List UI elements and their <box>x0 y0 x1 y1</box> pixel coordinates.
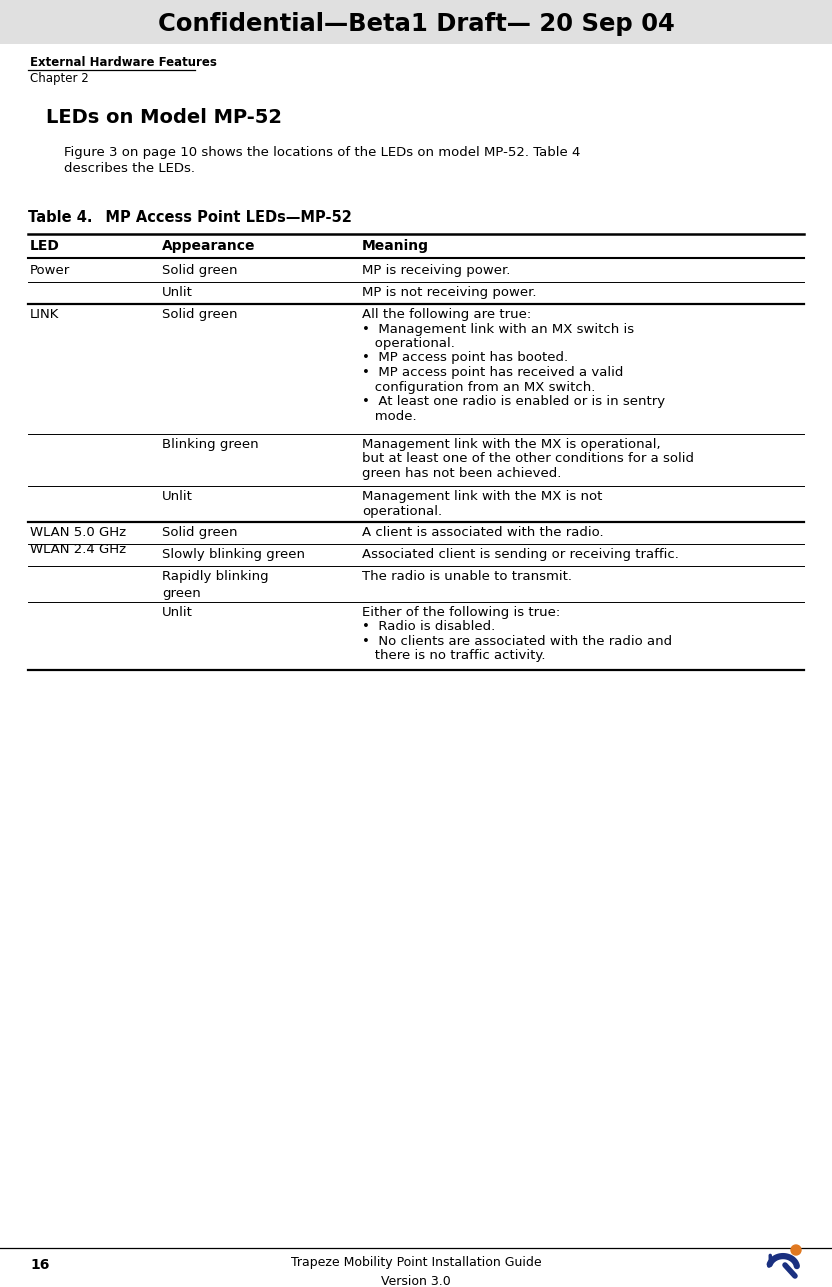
Text: 16: 16 <box>30 1257 49 1272</box>
Text: MP is receiving power.: MP is receiving power. <box>362 264 510 277</box>
Text: Either of the following is true:: Either of the following is true: <box>362 606 560 619</box>
Text: operational.: operational. <box>362 337 455 350</box>
Text: operational.: operational. <box>362 505 442 517</box>
Text: describes the LEDs.: describes the LEDs. <box>64 162 195 175</box>
Text: All the following are true:: All the following are true: <box>362 308 532 320</box>
Text: Rapidly blinking
green: Rapidly blinking green <box>162 570 269 600</box>
Text: configuration from an MX switch.: configuration from an MX switch. <box>362 381 596 394</box>
Text: there is no traffic activity.: there is no traffic activity. <box>362 650 546 663</box>
Text: Management link with the MX is not: Management link with the MX is not <box>362 490 602 503</box>
Text: Trapeze Mobility Point Installation Guide
Version 3.0: Trapeze Mobility Point Installation Guid… <box>290 1256 542 1287</box>
Text: Management link with the MX is operational,: Management link with the MX is operation… <box>362 438 661 450</box>
Text: but at least one of the other conditions for a solid: but at least one of the other conditions… <box>362 453 694 466</box>
Text: •  MP access point has booted.: • MP access point has booted. <box>362 351 568 364</box>
Text: The radio is unable to transmit.: The radio is unable to transmit. <box>362 570 572 583</box>
Text: Power: Power <box>30 264 70 277</box>
Text: Unlit: Unlit <box>162 286 193 299</box>
Text: Blinking green: Blinking green <box>162 438 259 450</box>
Text: •  No clients are associated with the radio and: • No clients are associated with the rad… <box>362 634 672 647</box>
Text: WLAN 5.0 GHz
WLAN 2.4 GHz: WLAN 5.0 GHz WLAN 2.4 GHz <box>30 526 126 556</box>
Text: Slowly blinking green: Slowly blinking green <box>162 548 305 561</box>
Text: Confidential—Beta1 Draft— 20 Sep 04: Confidential—Beta1 Draft— 20 Sep 04 <box>157 12 675 36</box>
Text: green has not been achieved.: green has not been achieved. <box>362 467 562 480</box>
Text: MP is not receiving power.: MP is not receiving power. <box>362 286 537 299</box>
Bar <box>0 0 832 44</box>
Text: Unlit: Unlit <box>162 606 193 619</box>
Text: Solid green: Solid green <box>162 308 237 320</box>
Circle shape <box>791 1245 801 1255</box>
Text: •  Management link with an MX switch is: • Management link with an MX switch is <box>362 323 634 336</box>
Text: External Hardware Features: External Hardware Features <box>30 57 217 69</box>
Text: Table 4.: Table 4. <box>28 210 92 225</box>
Text: Solid green: Solid green <box>162 264 237 277</box>
Text: Solid green: Solid green <box>162 526 237 539</box>
Text: LED: LED <box>30 239 60 254</box>
Text: Chapter 2: Chapter 2 <box>30 72 89 85</box>
Text: Associated client is sending or receiving traffic.: Associated client is sending or receivin… <box>362 548 679 561</box>
Text: •  MP access point has received a valid: • MP access point has received a valid <box>362 366 623 378</box>
Text: •  At least one radio is enabled or is in sentry: • At least one radio is enabled or is in… <box>362 395 665 408</box>
Text: Figure 3 on page 10 shows the locations of the LEDs on model MP-52. Table 4: Figure 3 on page 10 shows the locations … <box>64 145 581 160</box>
Text: LEDs on Model MP-52: LEDs on Model MP-52 <box>46 108 282 127</box>
Text: A client is associated with the radio.: A client is associated with the radio. <box>362 526 604 539</box>
Text: Unlit: Unlit <box>162 490 193 503</box>
Text: Appearance: Appearance <box>162 239 255 254</box>
Text: mode.: mode. <box>362 409 417 422</box>
Text: LINK: LINK <box>30 308 59 320</box>
Text: •  Radio is disabled.: • Radio is disabled. <box>362 620 495 633</box>
Text: Meaning: Meaning <box>362 239 429 254</box>
Text: MP Access Point LEDs—MP-52: MP Access Point LEDs—MP-52 <box>90 210 352 225</box>
